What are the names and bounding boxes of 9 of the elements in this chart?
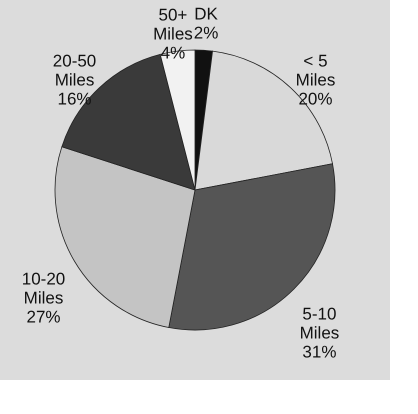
slice-label: 5-10 Miles — [300, 304, 340, 342]
slice-label: < 5 Miles — [296, 52, 336, 90]
slice-label: 10-20 Miles — [22, 270, 66, 308]
data-label: 27% — [26, 308, 61, 327]
slice-label: DK — [194, 4, 219, 24]
slice-label: 50+ Miles — [153, 5, 193, 44]
data-label: 2% — [194, 23, 218, 42]
data-label: 31% — [302, 342, 336, 362]
slice-label: 20-50 Miles — [52, 52, 96, 90]
